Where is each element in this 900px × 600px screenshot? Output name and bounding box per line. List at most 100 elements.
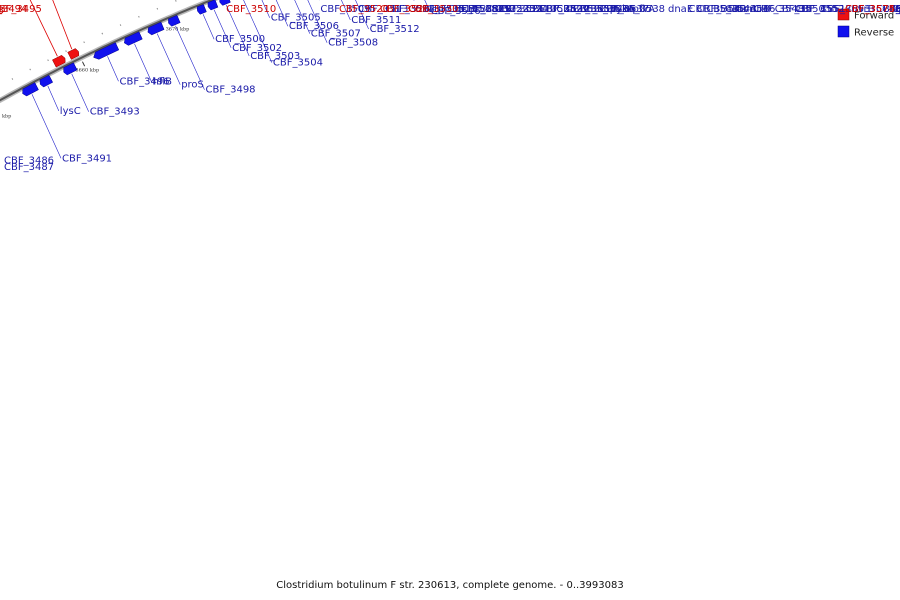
gene-label: pfkA <box>633 4 656 15</box>
gene-label: CBF_3537 <box>599 4 649 15</box>
gene-callout <box>225 4 250 57</box>
gene-callout <box>355 0 369 30</box>
gene-label: CBF_3518 <box>448 4 498 15</box>
gene-callout <box>213 9 232 48</box>
gene-callout <box>31 94 62 159</box>
gene-label: CBF_3577 <box>895 4 900 15</box>
gene-label: proS <box>181 80 204 91</box>
gene-label: CBF_3522 <box>473 4 523 15</box>
gene-label: CBF_3520 <box>339 4 389 15</box>
gene-label: rpsD <box>895 4 900 15</box>
scale-tick-label: 3660 kbp <box>75 68 99 74</box>
gene-label: CBF_3560 <box>895 4 900 15</box>
gene-label: hflB <box>153 77 173 88</box>
scale-tick-label: 3670 kbp <box>166 26 190 32</box>
gene-label: CBF_3515 <box>415 4 465 15</box>
gene-label: CBF_3496 <box>120 76 170 87</box>
gene-track <box>22 0 231 97</box>
gene-label: CBF_3511 <box>351 15 401 26</box>
gene-label: CBF_3500 <box>215 34 265 45</box>
gene-label: CBF_3571 <box>895 4 900 15</box>
gene-glyph[interactable] <box>93 42 120 60</box>
gene-label: CBF_3558 <box>892 4 900 15</box>
outer-dot <box>175 0 177 2</box>
gene-glyph[interactable] <box>63 62 78 76</box>
gene-label: dnaE <box>668 4 693 15</box>
gene-callout <box>243 0 273 63</box>
gene-label: pykA <box>610 4 635 15</box>
outer-dot <box>65 50 67 53</box>
gene-label: CBF_3498 <box>206 85 256 96</box>
gene-glyph[interactable] <box>147 21 165 36</box>
genome-backbone <box>0 0 219 104</box>
gene-label: CBF_3502 <box>232 43 282 54</box>
gene-label: glmS <box>895 4 900 15</box>
gene-callout <box>424 0 430 11</box>
gene-label: CBF_3528 <box>526 4 576 15</box>
gene-label: CBF_3523 <box>485 4 535 15</box>
gene-label: CBF_3529 <box>539 4 589 15</box>
gene-callout <box>107 56 119 82</box>
gene-label: CBF_3513 <box>358 4 408 15</box>
gene-callout <box>413 0 415 1</box>
backbone-line <box>0 0 215 102</box>
gene-label: CBF_3557 <box>876 4 900 15</box>
gene-glyph[interactable] <box>124 31 143 46</box>
gene-label: CBF_3533 <box>556 4 606 15</box>
gene-label: CBF_3521 <box>461 4 511 15</box>
gene-label: CBF_3565 <box>895 4 900 15</box>
gene-label: CBF_3535 <box>566 4 616 15</box>
gene-glyph[interactable] <box>52 55 66 68</box>
gene-label: CBF_3563 <box>895 4 900 15</box>
gene-label: CBF_3556 <box>882 4 900 15</box>
gene-label: CBF_3491 <box>62 153 112 164</box>
gene-label: CBF_3514 <box>385 4 435 15</box>
legend-reverse-label: Reverse <box>854 28 894 39</box>
gene-label: CBF_3532 <box>540 4 590 15</box>
gene-label: murB <box>743 4 770 15</box>
outer-dot <box>83 41 85 44</box>
gene-label: CBF_3526 <box>380 4 430 15</box>
legend: Forward Reverse <box>837 8 894 39</box>
gene-label: CBF_3488 <box>0 6 4 17</box>
gene-label: CBF_3486 <box>4 156 54 167</box>
gene-label: uvrB <box>851 4 874 15</box>
gene-label: CBF_3542 <box>697 4 747 15</box>
gene-glyph[interactable] <box>39 74 54 88</box>
gene-callout <box>307 0 328 43</box>
legend-forward-swatch <box>837 8 850 21</box>
outer-dot <box>29 68 31 71</box>
gene-label: CBF_3510 <box>226 4 276 15</box>
gene-callout <box>175 25 205 90</box>
gene-label: uvrC <box>737 4 760 15</box>
gene-label: CBF_3553 <box>820 4 870 15</box>
gene-label: CBF_3569 <box>895 4 900 15</box>
outer-dot <box>119 24 122 26</box>
outer-dot <box>156 7 159 10</box>
gene-callout <box>156 33 181 85</box>
gene-label: CBF_3543 <box>689 4 739 15</box>
gene-label: CBF_3493 <box>90 107 140 118</box>
outer-dot <box>101 32 104 35</box>
gene-label: CBF_3566 <box>895 4 900 15</box>
gene-callout <box>52 0 73 50</box>
gene-glyph[interactable] <box>196 4 207 15</box>
gene-label: CBF_3503 <box>250 51 300 62</box>
gene-label: CBF_3506 <box>289 21 339 32</box>
gene-callout <box>71 73 89 112</box>
gene-label: CBF_3552 <box>795 4 845 15</box>
gene-glyph[interactable] <box>67 48 80 60</box>
gene-glyph[interactable] <box>207 0 219 11</box>
gene-label: CBF_3548 <box>754 4 804 15</box>
gene-glyph[interactable] <box>219 0 231 6</box>
gene-glyph[interactable] <box>22 82 39 97</box>
map-caption: Clostridium botulinum F str. 230613, com… <box>276 580 623 591</box>
gene-label: CBF_3564 <box>895 4 900 15</box>
gene-callout <box>134 43 152 82</box>
gene-glyph[interactable] <box>168 14 181 27</box>
gene-label: CBF_3562 <box>895 4 900 15</box>
gene-label: CBF_3509 <box>320 4 370 15</box>
